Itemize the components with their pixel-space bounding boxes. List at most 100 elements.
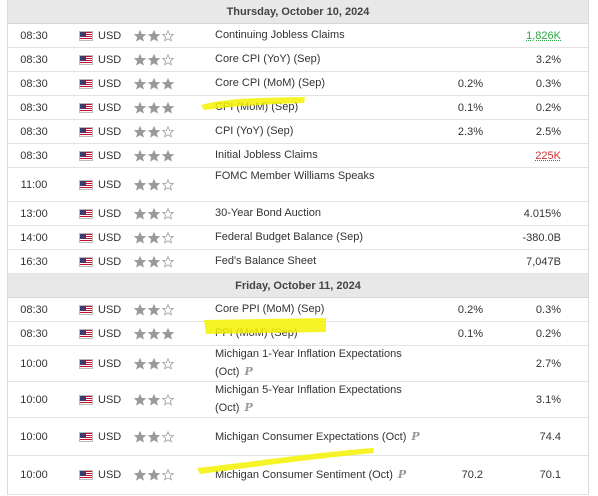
event-row[interactable]: 10:00 USD Michigan Consumer Expectations… [8,418,588,456]
star-filled-icon [134,101,146,114]
event-row[interactable]: 10:00 USD Michigan 5-Year Inflation Expe… [8,382,588,418]
star-empty-icon [162,29,174,42]
event-name[interactable]: Core PPI (MoM) (Sep) [215,298,435,321]
event-name[interactable]: Fed's Balance Sheet [215,250,435,273]
preliminary-icon: P [397,468,407,481]
event-name-text[interactable]: Federal Budget Balance (Sep) [215,231,363,243]
star-filled-icon [148,53,160,66]
event-forecast [411,24,483,47]
event-row[interactable]: 08:30 USD CPI (MoM) (Sep) 0.1% 0.2% [8,96,588,120]
event-currency: USD [98,303,122,316]
importance-stars [134,48,188,71]
event-row[interactable]: 14:00 USD Federal Budget Balance (Sep) -… [8,226,588,250]
event-name-text[interactable]: Michigan Consumer Expectations (Oct) [215,430,407,443]
event-name-text[interactable]: Michigan Consumer Sentiment (Oct) [215,469,393,481]
event-row[interactable]: 08:30 USD Initial Jobless Claims 225K [8,144,588,168]
event-row[interactable]: 08:30 USD PPI (MoM) (Sep) 0.1% 0.2% [8,322,588,346]
event-row[interactable]: 08:30 USD Core CPI (YoY) (Sep) 3.2% [8,48,588,72]
event-time: 08:30 [20,149,48,162]
star-filled-icon [134,53,146,66]
us-flag-icon [78,96,94,119]
event-name[interactable]: PPI (MoM) (Sep) [215,322,435,345]
event-name-text[interactable]: Initial Jobless Claims [215,149,318,161]
event-name[interactable]: Core CPI (MoM) (Sep) [215,72,435,95]
event-name-text[interactable]: CPI (YoY) (Sep) [215,125,294,137]
star-filled-icon [148,303,160,316]
star-filled-icon [148,255,160,268]
us-flag-icon [78,382,94,417]
us-flag-icon [78,418,94,455]
event-name[interactable]: CPI (MoM) (Sep) [215,96,435,119]
event-forecast: 0.1% [457,327,483,340]
event-row[interactable]: 08:30 USD CPI (YoY) (Sep) 2.3% 2.5% [8,120,588,144]
event-currency: USD [98,53,122,66]
importance-stars [134,226,188,249]
us-flag-icon [78,48,94,71]
event-name[interactable]: Continuing Jobless Claims [215,24,435,47]
event-forecast [411,382,483,417]
event-row[interactable]: 08:30 USD Core CPI (MoM) (Sep) 0.2% 0.3% [8,72,588,96]
event-name[interactable]: Michigan 1-Year Inflation Expectations (… [215,346,435,381]
event-actual: 3.1% [535,393,561,406]
event-name[interactable]: FOMC Member Williams Speaks [215,168,435,201]
event-forecast [411,418,483,455]
event-currency: USD [98,29,122,42]
star-empty-icon [162,393,174,406]
event-name[interactable]: CPI (YoY) (Sep) [215,120,435,143]
event-name[interactable]: Michigan Consumer Expectations (Oct) P [215,418,435,455]
us-flag-icon [78,226,94,249]
event-time: 10:00 [20,357,48,370]
event-time: 08:30 [20,29,48,42]
event-name-text[interactable]: 30-Year Bond Auction [215,207,322,219]
event-actual: 0.2% [535,101,561,114]
star-filled-icon [134,207,146,220]
star-empty-icon [162,178,174,191]
event-forecast [411,250,483,273]
event-actual: 0.2% [535,327,561,340]
event-forecast [411,168,483,201]
star-empty-icon [162,255,174,268]
event-time: 10:00 [20,469,48,481]
star-filled-icon [148,77,160,90]
event-currency: USD [98,469,122,481]
preliminary-icon: P [411,429,420,443]
event-name-text[interactable]: Michigan 1-Year Inflation Expectations (… [215,348,402,378]
event-forecast [411,48,483,71]
event-currency: USD [98,255,122,268]
event-currency: USD [98,231,122,244]
event-time: 10:00 [20,393,48,406]
event-actual: 2.5% [535,125,561,138]
event-name-text[interactable]: Core CPI (YoY) (Sep) [215,53,321,65]
event-row[interactable]: 10:00 USD Michigan Consumer Sentiment (O… [8,456,588,495]
event-name-text[interactable]: Core CPI (MoM) (Sep) [215,77,326,89]
us-flag-icon [78,202,94,225]
event-row[interactable]: 08:30 USD Continuing Jobless Claims 1,82… [8,24,588,48]
event-name-text[interactable]: FOMC Member Williams Speaks [215,170,375,182]
event-name[interactable]: Initial Jobless Claims [215,144,435,167]
event-name[interactable]: Michigan 5-Year Inflation Expectations (… [215,382,435,417]
event-name[interactable]: Michigan Consumer Sentiment (Oct) P [215,456,435,494]
event-row[interactable]: 13:00 USD 30-Year Bond Auction 4.015% [8,202,588,226]
event-row[interactable]: 16:30 USD Fed's Balance Sheet 7,047B [8,250,588,274]
event-forecast [411,226,483,249]
event-name[interactable]: Federal Budget Balance (Sep) [215,226,435,249]
event-name-text[interactable]: Michigan 5-Year Inflation Expectations (… [215,384,402,414]
event-actual: 74.4 [539,430,561,443]
event-name-text[interactable]: CPI (MoM) (Sep) [215,101,299,113]
event-row[interactable]: 10:00 USD Michigan 1-Year Inflation Expe… [8,346,588,382]
event-row[interactable]: 08:30 USD Core PPI (MoM) (Sep) 0.2% 0.3% [8,298,588,322]
event-name[interactable]: 30-Year Bond Auction [215,202,435,225]
star-filled-icon [148,125,160,138]
event-name-text[interactable]: Core PPI (MoM) (Sep) [215,303,325,315]
importance-stars [134,24,188,47]
star-filled-icon [134,327,146,340]
event-name-text[interactable]: Fed's Balance Sheet [215,255,317,267]
event-actual: 4.015% [523,207,561,220]
us-flag-icon [78,346,94,381]
event-actual: 70.1 [539,469,561,481]
event-name[interactable]: Core CPI (YoY) (Sep) [215,48,435,71]
event-name-text[interactable]: Continuing Jobless Claims [215,29,345,41]
event-name-text[interactable]: PPI (MoM) (Sep) [215,327,298,339]
star-filled-icon [148,178,160,191]
event-row[interactable]: 11:00 USD FOMC Member Williams Speaks [8,168,588,202]
